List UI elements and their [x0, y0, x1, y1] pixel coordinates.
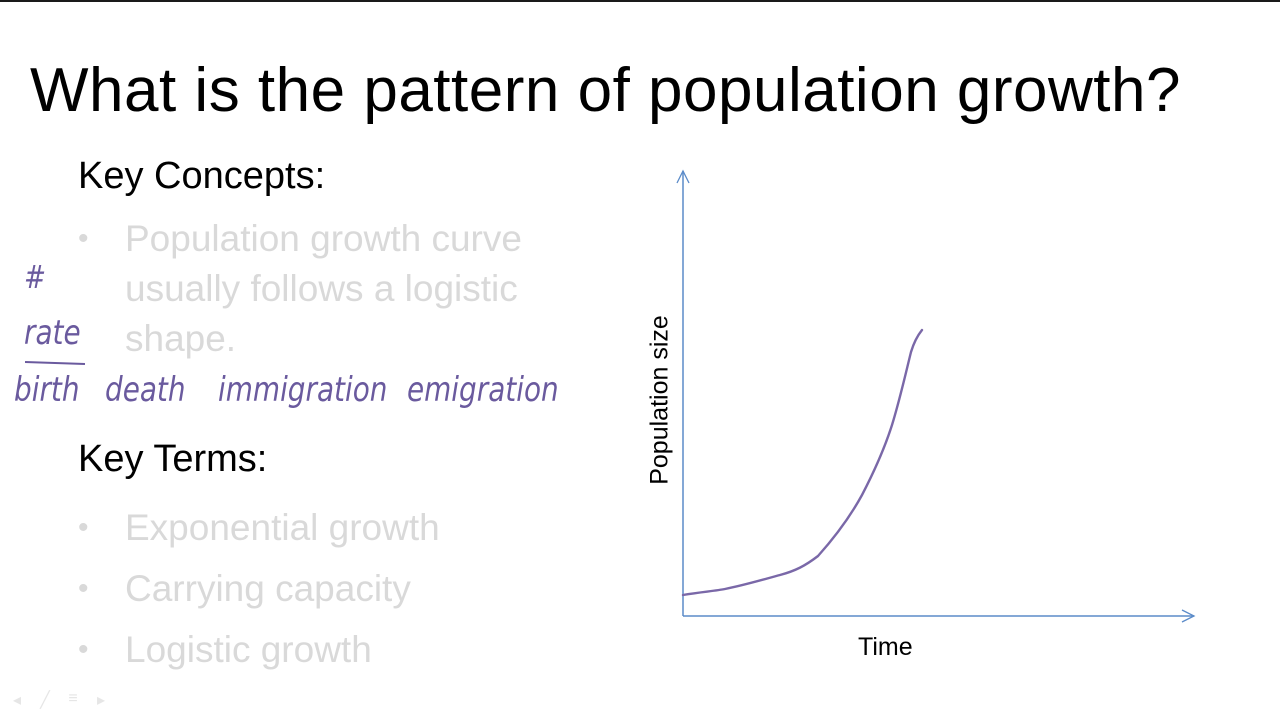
key-concept-line: shape. [125, 318, 237, 359]
annotation-rate: rate [24, 313, 81, 353]
top-border [0, 0, 1280, 2]
key-concept-line: Population growth curve [125, 218, 522, 259]
key-terms-list: • Exponential growth • Carrying capacity… [78, 497, 440, 680]
key-concept-line: usually follows a logistic [125, 268, 518, 309]
key-concepts-list: • Population growth curve usually follow… [78, 214, 522, 364]
key-term-item: • Logistic growth [78, 619, 440, 680]
annotation-underline [24, 360, 86, 366]
presenter-toolbar: ◂ ╱ ≡ ▸ [8, 690, 110, 710]
key-concepts-heading: Key Concepts: [78, 155, 326, 197]
annotation-death: death [105, 370, 186, 410]
annotation-immigration: immigration [218, 370, 388, 410]
key-terms-heading: Key Terms: [78, 438, 268, 480]
x-axis-arrow-icon [1181, 609, 1196, 623]
key-concept-item: • Population growth curve usually follow… [78, 214, 522, 364]
bullet-icon: • [78, 222, 89, 255]
pen-icon[interactable]: ╱ [40, 692, 50, 709]
x-axis [683, 609, 1196, 623]
annotation-hash: # [24, 258, 46, 296]
slide-title: What is the pattern of population growth… [30, 56, 1181, 125]
x-axis-label: Time [858, 633, 913, 661]
key-term-item: • Carrying capacity [78, 558, 440, 619]
population-growth-chart [676, 169, 1196, 623]
key-term-item: • Exponential growth [78, 497, 440, 558]
key-term-label: Logistic growth [125, 629, 372, 670]
bullet-icon: • [78, 572, 89, 605]
y-axis-label-text: Population size [645, 315, 674, 485]
key-term-label: Carrying capacity [125, 568, 411, 609]
bullet-icon: • [78, 633, 89, 666]
y-axis-label: Population size [640, 300, 680, 500]
next-icon[interactable]: ▸ [96, 692, 106, 709]
y-axis [676, 169, 690, 616]
y-axis-arrow-icon [676, 169, 690, 184]
menu-icon[interactable]: ≡ [68, 690, 78, 707]
growth-curve [681, 328, 924, 597]
bullet-icon: • [78, 511, 89, 544]
annotation-emigration: emigration [407, 370, 559, 410]
key-term-label: Exponential growth [125, 507, 440, 548]
previous-icon[interactable]: ◂ [12, 692, 22, 709]
annotation-birth: birth [14, 370, 80, 410]
